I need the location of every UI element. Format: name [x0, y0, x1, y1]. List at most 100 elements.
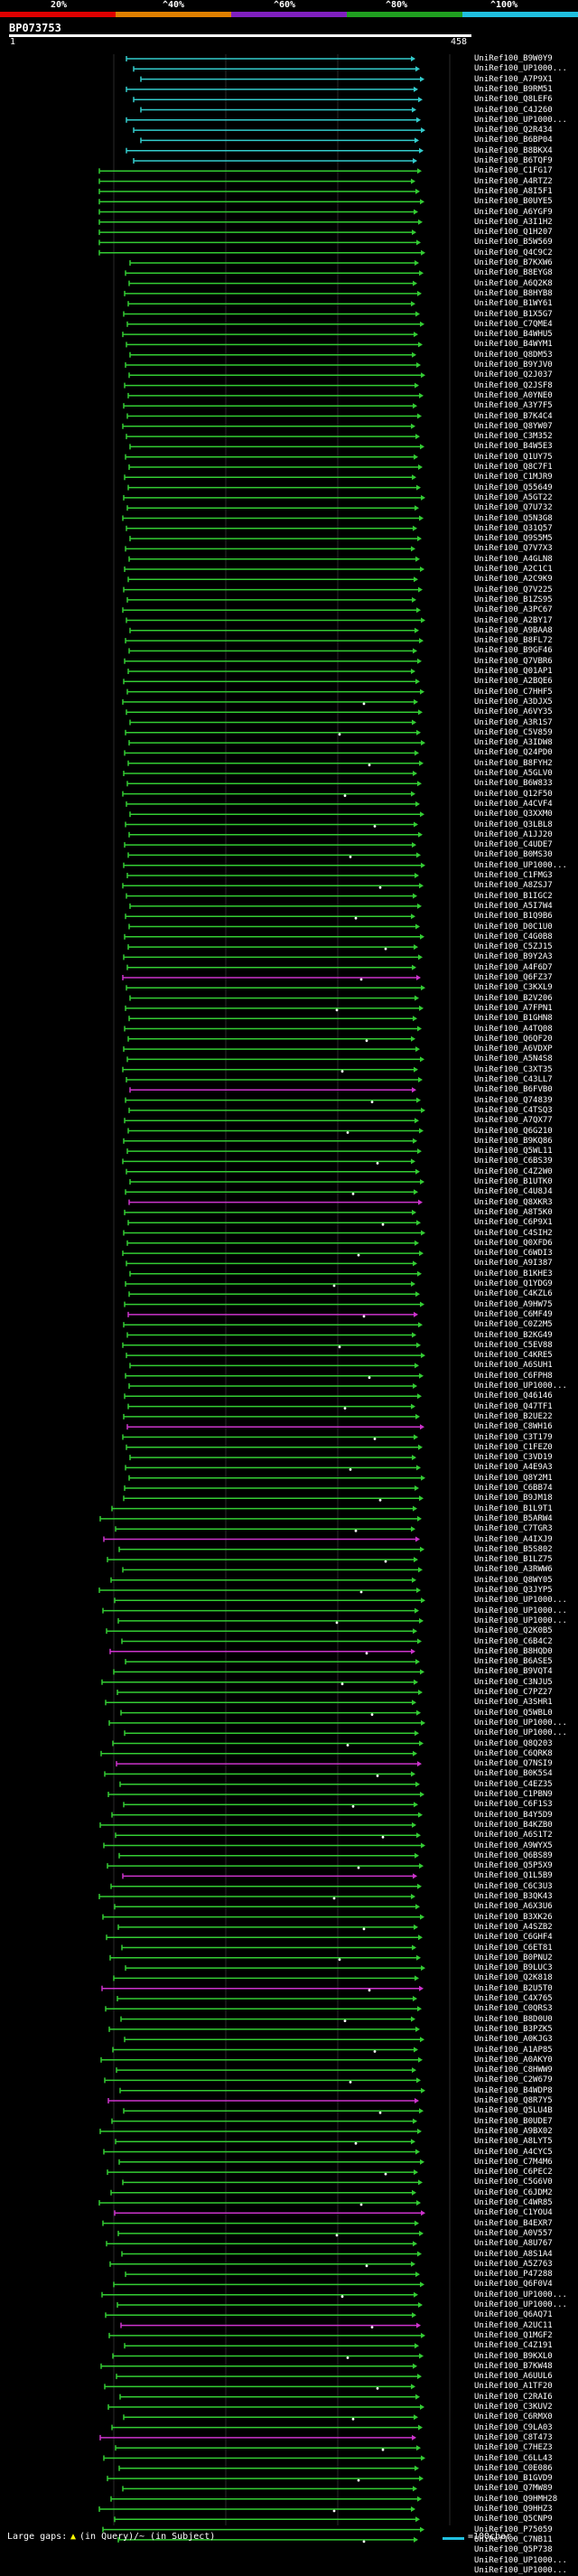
hit-label[interactable]: UniRef100_C3KXL9 — [474, 983, 553, 993]
hit-label[interactable]: UniRef100_A4CYC5 — [474, 2147, 553, 2157]
hit-label[interactable]: UniRef100_C6ET81 — [474, 1943, 553, 1953]
hit-label[interactable]: UniRef100_C6F1S3 — [474, 1800, 553, 1810]
hit-label[interactable]: UniRef100_A6VY35 — [474, 707, 553, 717]
hit-label[interactable]: UniRef100_A5GT22 — [474, 492, 553, 502]
hit-label[interactable]: UniRef100_Q2J037 — [474, 370, 553, 380]
hit-label[interactable]: UniRef100_B9GF46 — [474, 646, 553, 656]
hit-label[interactable]: UniRef100_C7TGR3 — [474, 1524, 553, 1534]
hit-label[interactable]: UniRef100_B5ARW4 — [474, 1513, 553, 1523]
hit-label[interactable]: UniRef100_C4Z2W0 — [474, 1166, 553, 1176]
hit-label[interactable]: UniRef100_Q5WL11 — [474, 1147, 553, 1157]
hit-label[interactable]: UniRef100_C6WDI3 — [474, 1249, 553, 1259]
hit-label[interactable]: UniRef100_A3RWW6 — [474, 1565, 553, 1575]
hit-label[interactable]: UniRef100_A3SHR1 — [474, 1698, 553, 1708]
hit-label[interactable]: UniRef100_C3VD19 — [474, 1453, 553, 1463]
hit-label[interactable]: UniRef100_UP1000... — [474, 1718, 567, 1728]
hit-label[interactable]: UniRef100_Q6QF20 — [474, 1034, 553, 1044]
hit-label[interactable]: UniRef100_Q5N3G8 — [474, 513, 553, 523]
hit-label[interactable]: UniRef100_B7KXW6 — [474, 258, 553, 267]
hit-label[interactable]: UniRef100_C6PEC2 — [474, 2168, 553, 2178]
hit-label[interactable]: UniRef100_A0V557 — [474, 2228, 553, 2238]
hit-label[interactable]: UniRef100_Q1MGF2 — [474, 2330, 553, 2340]
hit-label[interactable]: UniRef100_B0MS30 — [474, 850, 553, 860]
hit-label[interactable]: UniRef100_A4IXJ9 — [474, 1534, 553, 1544]
hit-label[interactable]: UniRef100_Q1H207 — [474, 228, 553, 238]
hit-label[interactable]: UniRef100_UP1000... — [474, 2555, 567, 2565]
hit-label[interactable]: UniRef100_C0Z2M5 — [474, 1320, 553, 1330]
hit-label[interactable]: UniRef100_Q12F50 — [474, 789, 553, 799]
hit-label[interactable]: UniRef100_Q9HMH28 — [474, 2494, 558, 2504]
hit-label[interactable]: UniRef100_B8EYG8 — [474, 268, 553, 278]
hit-label[interactable]: UniRef100_C3T179 — [474, 1432, 553, 1442]
hit-label[interactable]: UniRef100_C1PBN9 — [474, 1790, 553, 1799]
hit-label[interactable]: UniRef100_B8HYB8 — [474, 288, 553, 298]
hit-label[interactable]: UniRef100_C6FPH8 — [474, 1371, 553, 1381]
hit-label[interactable]: UniRef100_A8S1A4 — [474, 2249, 553, 2259]
hit-label[interactable]: UniRef100_Q8Y2M1 — [474, 1473, 553, 1483]
hit-label[interactable]: UniRef100_C2RAI6 — [474, 2392, 553, 2402]
hit-label[interactable]: UniRef100_Q3LBL8 — [474, 820, 553, 829]
hit-label[interactable]: UniRef100_Q7VBR6 — [474, 656, 553, 666]
hit-label[interactable]: UniRef100_C6MF49 — [474, 1309, 553, 1319]
hit-label[interactable]: UniRef100_Q31Q57 — [474, 523, 553, 533]
hit-label[interactable]: UniRef100_Q74839 — [474, 1095, 553, 1105]
hit-label[interactable]: UniRef100_C4SIH2 — [474, 1228, 553, 1238]
hit-label[interactable]: UniRef100_B4KZB0 — [474, 1820, 553, 1830]
hit-label[interactable]: UniRef100_B9Y2A3 — [474, 952, 553, 962]
hit-label[interactable]: UniRef100_C4UDE7 — [474, 840, 553, 850]
hit-label[interactable]: UniRef100_B9KXL0 — [474, 2351, 553, 2361]
hit-label[interactable]: UniRef100_Q1L5B9 — [474, 1871, 553, 1881]
hit-label[interactable]: UniRef100_B1IGC2 — [474, 891, 553, 901]
hit-label[interactable]: UniRef100_A3Y7F5 — [474, 401, 553, 411]
hit-label[interactable]: UniRef100_Q8C7F1 — [474, 463, 553, 472]
hit-label[interactable]: UniRef100_B0UYE5 — [474, 197, 553, 207]
hit-label[interactable]: UniRef100_B5S802 — [474, 1544, 553, 1554]
hit-label[interactable]: UniRef100_Q8WY05 — [474, 1575, 553, 1585]
hit-label[interactable]: UniRef100_C3XT35 — [474, 1064, 553, 1074]
hit-label[interactable]: UniRef100_A0AKY0 — [474, 2055, 553, 2065]
hit-label[interactable]: UniRef100_B3XK26 — [474, 1912, 553, 1922]
hit-label[interactable]: UniRef100_A5Z763 — [474, 2259, 553, 2269]
hit-label[interactable]: UniRef100_A9WYX5 — [474, 1841, 553, 1850]
hit-label[interactable]: UniRef100_C4U8J4 — [474, 1187, 553, 1197]
hit-label[interactable]: UniRef100_B4EXR7 — [474, 2218, 553, 2228]
hit-label[interactable]: UniRef100_P75059 — [474, 2524, 553, 2534]
hit-label[interactable]: UniRef100_A6UUL6 — [474, 2372, 553, 2382]
hit-label[interactable]: UniRef100_A2BQE6 — [474, 677, 553, 687]
hit-label[interactable]: UniRef100_A1AP85 — [474, 2045, 553, 2055]
hit-label[interactable]: UniRef100_A2BY17 — [474, 615, 553, 625]
hit-label[interactable]: UniRef100_Q8LEF6 — [474, 95, 553, 105]
hit-label[interactable]: UniRef100_B1Q9B6 — [474, 912, 553, 922]
hit-label[interactable]: UniRef100_A9I387 — [474, 1259, 553, 1269]
hit-label[interactable]: UniRef100_A6Q2K8 — [474, 278, 553, 288]
hit-label[interactable]: UniRef100_Q6AQ71 — [474, 2310, 553, 2320]
hit-label[interactable]: UniRef100_Q3JYP5 — [474, 1586, 553, 1595]
hit-label[interactable]: UniRef100_C1FMG3 — [474, 871, 553, 880]
hit-label[interactable]: UniRef100_UP1000... — [474, 860, 567, 870]
hit-label[interactable]: UniRef100_B4W5E3 — [474, 442, 553, 452]
hit-label[interactable]: UniRef100_A8U767 — [474, 2239, 553, 2249]
hit-label[interactable]: UniRef100_A2C9K9 — [474, 575, 553, 585]
hit-label[interactable]: UniRef100_Q47TF1 — [474, 1401, 553, 1411]
hit-label[interactable]: UniRef100_Q1YDG9 — [474, 1279, 553, 1288]
hit-label[interactable]: UniRef100_B1KHE3 — [474, 1269, 553, 1279]
hit-label[interactable]: UniRef100_A4CVF4 — [474, 799, 553, 809]
hit-label[interactable]: UniRef100_C6P9X1 — [474, 1218, 553, 1228]
hit-label[interactable]: UniRef100_A0KJG3 — [474, 2035, 553, 2045]
hit-label[interactable]: UniRef100_B2UE22 — [474, 1411, 553, 1421]
hit-label[interactable]: UniRef100_A1TF20 — [474, 2382, 553, 2392]
hit-label[interactable]: UniRef100_Q7U732 — [474, 503, 553, 513]
hit-label[interactable]: UniRef100_C0QRS3 — [474, 2004, 553, 2014]
hit-label[interactable]: UniRef100_Q2R434 — [474, 126, 553, 136]
hit-label[interactable]: UniRef100_C8T473 — [474, 2432, 553, 2442]
hit-label[interactable]: UniRef100_A4RTZ2 — [474, 176, 553, 186]
hit-label[interactable]: UniRef100_B1WY61 — [474, 299, 553, 309]
hit-label[interactable]: UniRef100_C6GHF4 — [474, 1933, 553, 1943]
hit-label[interactable]: UniRef100_A7FPN1 — [474, 1003, 553, 1013]
hit-label[interactable]: UniRef100_UP1000... — [474, 1728, 567, 1738]
hit-label[interactable]: UniRef100_B3QK43 — [474, 1892, 553, 1901]
hit-label[interactable]: UniRef100_Q8YW07 — [474, 421, 553, 431]
hit-label[interactable]: UniRef100_A6S1T2 — [474, 1831, 553, 1841]
hit-label[interactable]: UniRef100_P47288 — [474, 2270, 553, 2280]
hit-label[interactable]: UniRef100_C7HHF5 — [474, 687, 553, 697]
